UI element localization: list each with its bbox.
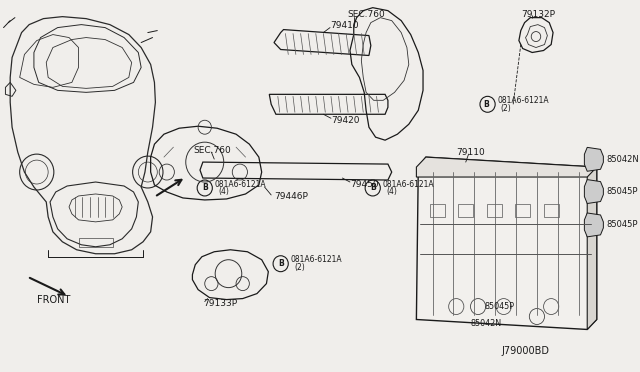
Text: B: B bbox=[370, 183, 376, 192]
Text: 081A6-6121A: 081A6-6121A bbox=[497, 96, 548, 105]
Polygon shape bbox=[417, 157, 596, 177]
Polygon shape bbox=[584, 213, 604, 237]
Text: (4): (4) bbox=[218, 187, 229, 196]
Text: (2): (2) bbox=[501, 104, 511, 113]
Polygon shape bbox=[584, 147, 604, 171]
Text: 85045P: 85045P bbox=[484, 302, 515, 311]
Text: B: B bbox=[278, 259, 284, 268]
Text: 85045P: 85045P bbox=[606, 187, 637, 196]
Polygon shape bbox=[584, 180, 604, 203]
Text: 79420: 79420 bbox=[331, 116, 360, 125]
Text: 79132P: 79132P bbox=[521, 10, 555, 19]
Text: 081A6-6121A: 081A6-6121A bbox=[290, 255, 342, 264]
Polygon shape bbox=[417, 157, 596, 330]
Text: J79000BD: J79000BD bbox=[502, 346, 550, 356]
Text: 79110: 79110 bbox=[456, 148, 485, 157]
Text: (2): (2) bbox=[294, 263, 305, 272]
Text: 85045P: 85045P bbox=[606, 221, 637, 230]
Text: 79450: 79450 bbox=[350, 180, 379, 189]
Text: 081A6-6121A: 081A6-6121A bbox=[214, 180, 266, 189]
Polygon shape bbox=[588, 167, 596, 330]
Text: 79446P: 79446P bbox=[274, 192, 308, 202]
Text: SEC.760: SEC.760 bbox=[347, 10, 385, 19]
Text: (4): (4) bbox=[386, 187, 397, 196]
Text: 85042N: 85042N bbox=[470, 319, 502, 328]
Text: SEC.760: SEC.760 bbox=[193, 145, 231, 155]
Text: 85042N: 85042N bbox=[606, 155, 639, 164]
Text: B: B bbox=[202, 183, 207, 192]
Text: 79133P: 79133P bbox=[203, 299, 237, 308]
Text: 081A6-6121A: 081A6-6121A bbox=[382, 180, 434, 189]
Text: 79410: 79410 bbox=[330, 21, 358, 30]
Text: B: B bbox=[484, 100, 490, 109]
Text: FRONT: FRONT bbox=[36, 295, 70, 305]
